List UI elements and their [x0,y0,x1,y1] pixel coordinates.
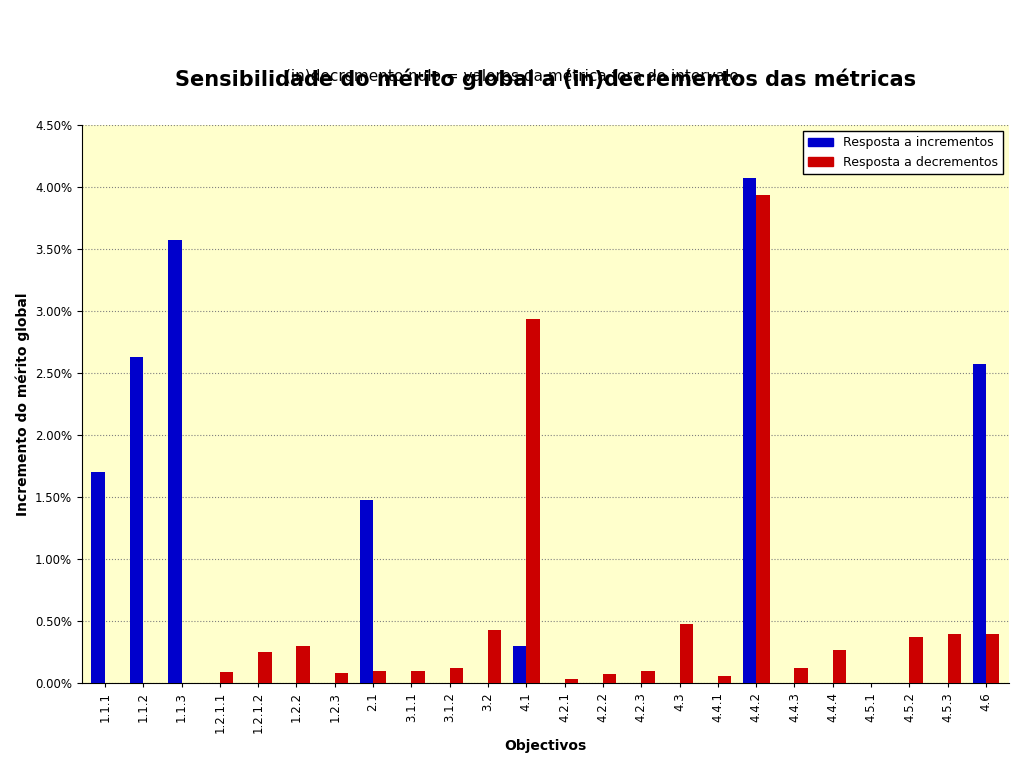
Bar [412,670,425,684]
Bar [450,668,463,684]
Bar [335,674,348,684]
Bar [947,634,962,684]
Bar [680,624,693,684]
Bar [220,672,233,684]
Bar [986,634,999,684]
Legend: Resposta a incrementos, Resposta a decrementos: Resposta a incrementos, Resposta a decre… [803,131,1002,174]
Bar [258,652,271,684]
Bar [742,178,756,684]
Bar [603,674,616,684]
Bar [513,646,526,684]
Bar [91,472,104,684]
Bar [795,668,808,684]
X-axis label: Objectivos: Objectivos [505,739,587,753]
Bar [756,194,770,684]
Bar [909,637,923,684]
Bar [168,240,181,684]
Y-axis label: Incremento do mérito global: Incremento do mérito global [15,293,30,516]
Bar [833,650,846,684]
Bar [296,646,310,684]
Bar [526,319,540,684]
Text: (in)decremento nulo = valores da métrica fora do intervalo: (in)decremento nulo = valores da métrica… [285,68,739,84]
Bar [641,670,654,684]
Bar [718,676,731,684]
Bar [130,357,143,684]
Bar [359,500,373,684]
Bar [373,670,386,684]
Title: Sensibilidade do mérito global a (in)decrementos das métricas: Sensibilidade do mérito global a (in)dec… [175,69,916,91]
Bar [488,630,502,684]
Bar [973,365,986,684]
Bar [564,680,578,684]
